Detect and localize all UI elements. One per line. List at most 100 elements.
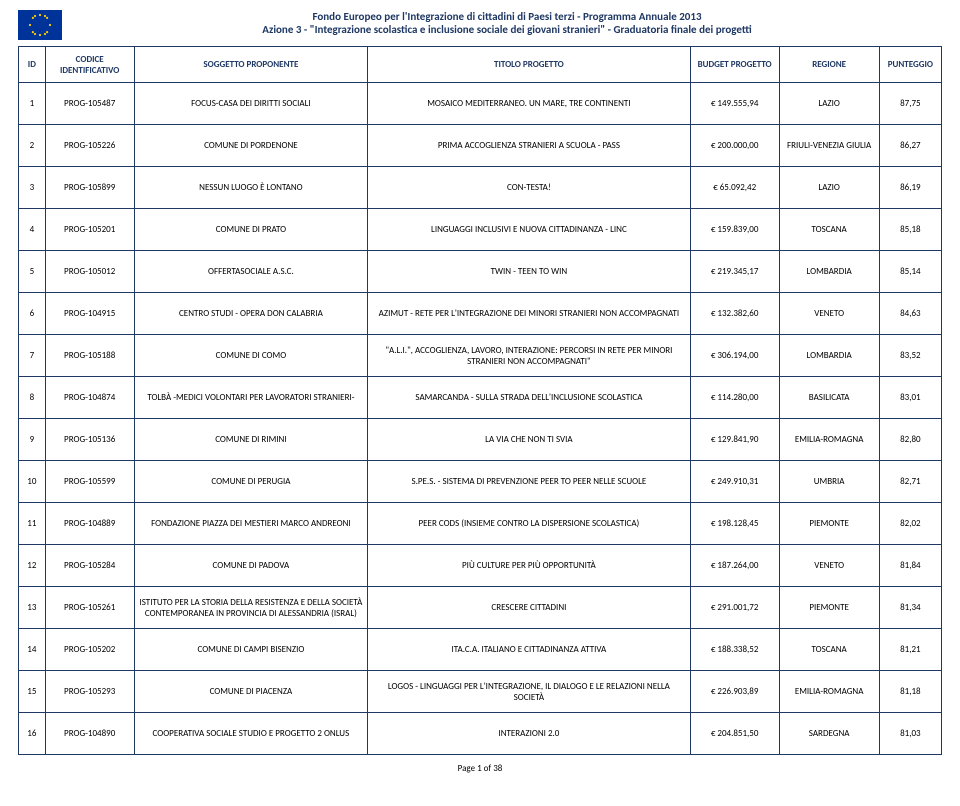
cell-soggetto: COMUNE DI PADOVA — [134, 545, 368, 587]
cell-soggetto: TOLBÀ -MEDICI VOLONTARI PER LAVORATORI S… — [134, 377, 368, 419]
cell-punteggio: 86,27 — [879, 125, 941, 167]
cell-punteggio: 84,63 — [879, 293, 941, 335]
cell-id: 11 — [19, 503, 46, 545]
cell-codice: PROG-105136 — [45, 419, 134, 461]
cell-soggetto: COMUNE DI PIACENZA — [134, 671, 368, 713]
table-header: IDCODICE IDENTIFICATIVOSOGGETTO PROPONEN… — [19, 47, 942, 83]
table-row: 12PROG-105284COMUNE DI PADOVAPIÙ CULTURE… — [19, 545, 942, 587]
projects-table: IDCODICE IDENTIFICATIVOSOGGETTO PROPONEN… — [18, 46, 942, 755]
page-number: Page 1 of 38 — [18, 763, 942, 774]
cell-id: 7 — [19, 335, 46, 377]
table-row: 16PROG-104890COOPERATIVA SOCIALE STUDIO … — [19, 713, 942, 755]
cell-id: 12 — [19, 545, 46, 587]
cell-soggetto: FOCUS-CASA DEI DIRITTI SOCIALI — [134, 83, 368, 125]
cell-soggetto: NESSUN LUOGO È LONTANO — [134, 167, 368, 209]
cell-codice: PROG-105012 — [45, 251, 134, 293]
col-header-codice: CODICE IDENTIFICATIVO — [45, 47, 134, 83]
cell-codice: PROG-104890 — [45, 713, 134, 755]
cell-id: 5 — [19, 251, 46, 293]
cell-budget: € 219.345,17 — [690, 251, 779, 293]
table-row: 2PROG-105226COMUNE DI PORDENONEPRIMA ACC… — [19, 125, 942, 167]
cell-budget: € 198.128,45 — [690, 503, 779, 545]
cell-codice: PROG-105202 — [45, 629, 134, 671]
cell-budget: € 249.910,31 — [690, 461, 779, 503]
document-header: Fondo Europeo per l'Integrazione di citt… — [18, 10, 942, 40]
cell-regione: LOMBARDIA — [779, 251, 879, 293]
cell-id: 2 — [19, 125, 46, 167]
cell-titolo: INTERAZIONI 2.0 — [368, 713, 690, 755]
cell-regione: TOSCANA — [779, 629, 879, 671]
cell-regione: LAZIO — [779, 167, 879, 209]
cell-budget: € 306.194,00 — [690, 335, 779, 377]
cell-regione: FRIULI-VENEZIA GIULIA — [779, 125, 879, 167]
cell-codice: PROG-104874 — [45, 377, 134, 419]
cell-titolo: LOGOS - LINGUAGGI PER L'INTEGRAZIONE, IL… — [368, 671, 690, 713]
cell-budget: € 114.280,00 — [690, 377, 779, 419]
cell-budget: € 159.839,00 — [690, 209, 779, 251]
cell-soggetto: ISTITUTO PER LA STORIA DELLA RESISTENZA … — [134, 587, 368, 629]
cell-titolo: "A.L.I.", ACCOGLIENZA, LAVORO, INTERAZIO… — [368, 335, 690, 377]
cell-punteggio: 85,18 — [879, 209, 941, 251]
table-row: 9PROG-105136COMUNE DI RIMINILA VIA CHE N… — [19, 419, 942, 461]
cell-regione: SARDEGNA — [779, 713, 879, 755]
cell-titolo: PRIMA ACCOGLIENZA STRANIERI A SCUOLA - P… — [368, 125, 690, 167]
title-line-1: Fondo Europeo per l'Integrazione di citt… — [72, 10, 942, 23]
table-row: 3PROG-105899NESSUN LUOGO È LONTANOCON-TE… — [19, 167, 942, 209]
table-row: 11PROG-104889FONDAZIONE PIAZZA DEI MESTI… — [19, 503, 942, 545]
eu-flag-icon — [18, 10, 62, 40]
cell-codice: PROG-105201 — [45, 209, 134, 251]
cell-budget: € 204.851,50 — [690, 713, 779, 755]
cell-soggetto: COMUNE DI COMO — [134, 335, 368, 377]
cell-id: 15 — [19, 671, 46, 713]
cell-budget: € 188.338,52 — [690, 629, 779, 671]
col-header-id: ID — [19, 47, 46, 83]
cell-soggetto: COMUNE DI CAMPI BISENZIO — [134, 629, 368, 671]
table-row: 14PROG-105202COMUNE DI CAMPI BISENZIOITA… — [19, 629, 942, 671]
cell-punteggio: 83,52 — [879, 335, 941, 377]
cell-codice: PROG-105293 — [45, 671, 134, 713]
cell-regione: VENETO — [779, 293, 879, 335]
cell-soggetto: FONDAZIONE PIAZZA DEI MESTIERI MARCO AND… — [134, 503, 368, 545]
cell-codice: PROG-105899 — [45, 167, 134, 209]
cell-budget: € 129.841,90 — [690, 419, 779, 461]
cell-titolo: MOSAICO MEDITERRANEO. UN MARE, TRE CONTI… — [368, 83, 690, 125]
cell-codice: PROG-104889 — [45, 503, 134, 545]
cell-id: 6 — [19, 293, 46, 335]
cell-id: 14 — [19, 629, 46, 671]
cell-regione: TOSCANA — [779, 209, 879, 251]
cell-punteggio: 82,02 — [879, 503, 941, 545]
cell-titolo: SAMARCANDA - SULLA STRADA DELL'INCLUSION… — [368, 377, 690, 419]
cell-titolo: CON-TESTA! — [368, 167, 690, 209]
cell-soggetto: OFFERTASOCIALE A.S.C. — [134, 251, 368, 293]
document-title: Fondo Europeo per l'Integrazione di citt… — [72, 10, 942, 36]
cell-titolo: S.PE.S. - SISTEMA DI PREVENZIONE PEER TO… — [368, 461, 690, 503]
cell-codice: PROG-104915 — [45, 293, 134, 335]
cell-budget: € 65.092,42 — [690, 167, 779, 209]
cell-codice: PROG-105188 — [45, 335, 134, 377]
col-header-regione: REGIONE — [779, 47, 879, 83]
cell-punteggio: 81,18 — [879, 671, 941, 713]
table-row: 15PROG-105293COMUNE DI PIACENZALOGOS - L… — [19, 671, 942, 713]
cell-punteggio: 81,34 — [879, 587, 941, 629]
cell-codice: PROG-105261 — [45, 587, 134, 629]
table-row: 8PROG-104874TOLBÀ -MEDICI VOLONTARI PER … — [19, 377, 942, 419]
table-row: 10PROG-105599COMUNE DI PERUGIAS.PE.S. - … — [19, 461, 942, 503]
table-row: 4PROG-105201COMUNE DI PRATOLINGUAGGI INC… — [19, 209, 942, 251]
cell-punteggio: 82,80 — [879, 419, 941, 461]
table-body: 1PROG-105487FOCUS-CASA DEI DIRITTI SOCIA… — [19, 83, 942, 755]
cell-punteggio: 86,19 — [879, 167, 941, 209]
cell-soggetto: COMUNE DI RIMINI — [134, 419, 368, 461]
cell-soggetto: CENTRO STUDI - OPERA DON CALABRIA — [134, 293, 368, 335]
cell-soggetto: COMUNE DI PRATO — [134, 209, 368, 251]
cell-budget: € 200.000,00 — [690, 125, 779, 167]
cell-regione: LAZIO — [779, 83, 879, 125]
cell-regione: EMILIA-ROMAGNA — [779, 419, 879, 461]
cell-budget: € 132.382,60 — [690, 293, 779, 335]
table-row: 6PROG-104915CENTRO STUDI - OPERA DON CAL… — [19, 293, 942, 335]
cell-regione: LOMBARDIA — [779, 335, 879, 377]
cell-punteggio: 87,75 — [879, 83, 941, 125]
cell-titolo: PEER CODS (INSIEME CONTRO LA DISPERSIONE… — [368, 503, 690, 545]
table-row: 5PROG-105012OFFERTASOCIALE A.S.C.TWIN - … — [19, 251, 942, 293]
cell-regione: PIEMONTE — [779, 503, 879, 545]
cell-codice: PROG-105599 — [45, 461, 134, 503]
